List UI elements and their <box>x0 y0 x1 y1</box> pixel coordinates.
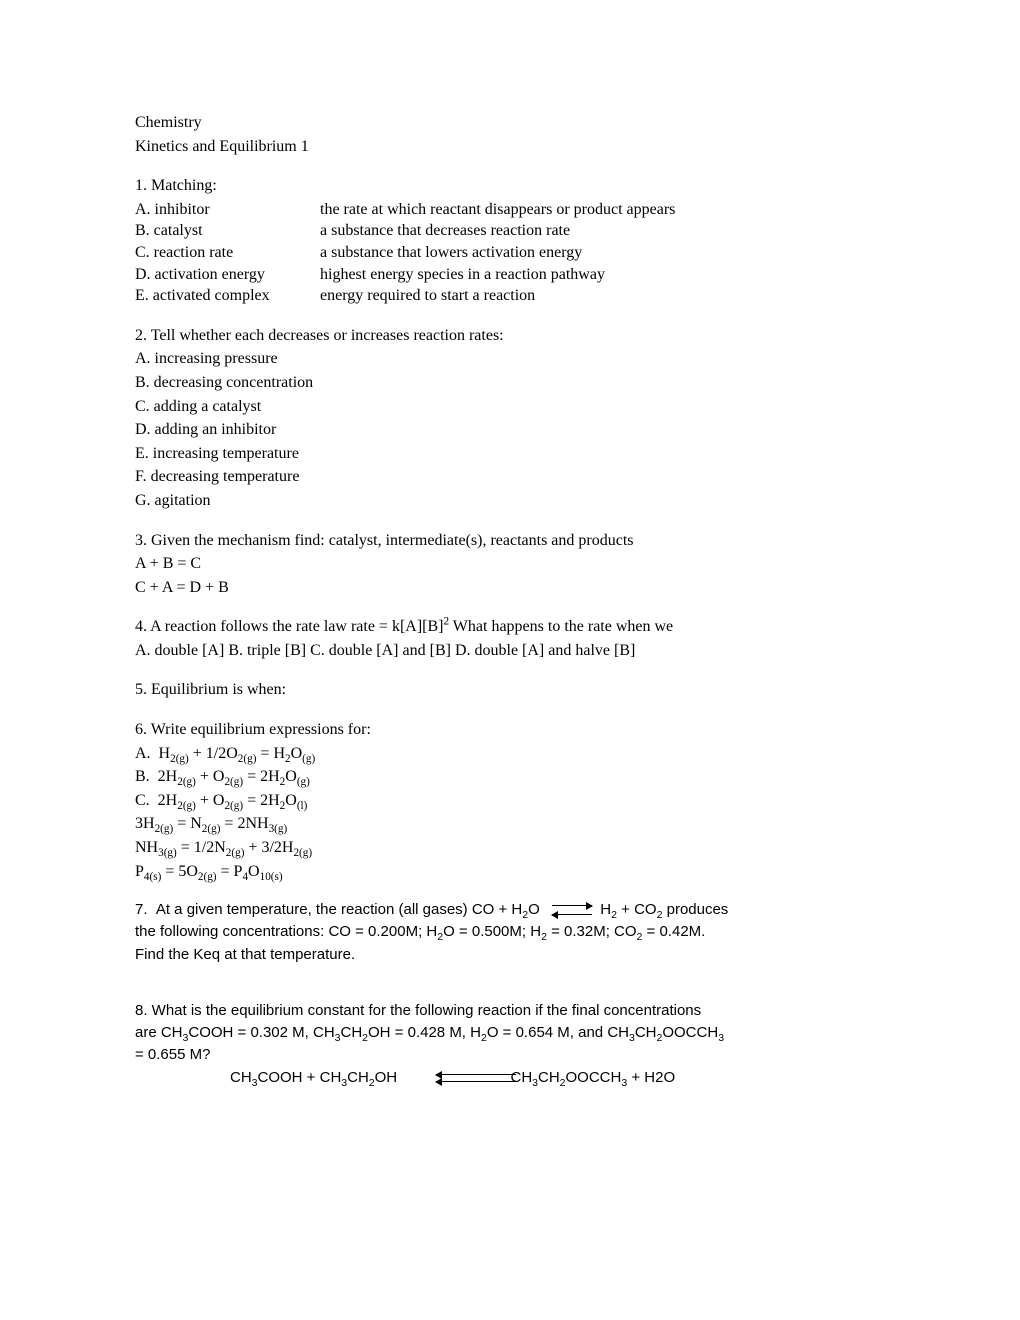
question-1: 1. Matching: A. inhibitor the rate at wh… <box>135 175 885 307</box>
q4-post: What happens to the rate when we <box>449 618 673 635</box>
equilibrium-arrow-icon <box>552 903 592 917</box>
q6-item-a: A. H2(g) + 1/2O2(g) = H2O(g) <box>135 743 885 765</box>
question-2: 2. Tell whether each decreases or increa… <box>135 325 885 512</box>
q8-line3: = 0.655 M? <box>135 1045 885 1065</box>
spacer <box>135 983 885 1001</box>
document-page: Chemistry Kinetics and Equilibrium 1 1. … <box>0 0 1020 1166</box>
q1-row-right: highest energy species in a reaction pat… <box>320 264 885 286</box>
q6-item-c: C. 2H2(g) + O2(g) = 2H2O(l) <box>135 790 885 812</box>
q8-line1: 8. What is the equilibrium constant for … <box>135 1001 885 1021</box>
q6-item-f: P4(s) = 5O2(g) = P4O10(s) <box>135 861 885 883</box>
question-6: 6. Write equilibrium expressions for: A.… <box>135 719 885 882</box>
q1-row: E. activated complex energy required to … <box>135 285 885 307</box>
q1-row-left: A. inhibitor <box>135 199 320 221</box>
q1-row-left: E. activated complex <box>135 285 320 307</box>
q1-row: C. reaction rate a substance that lowers… <box>135 242 885 264</box>
q6-item-b: B. 2H2(g) + O2(g) = 2H2O(g) <box>135 766 885 788</box>
q8-line2: are CH3COOH = 0.302 M, CH3CH2OH = 0.428 … <box>135 1023 885 1043</box>
q6-item-d: 3H2(g) = N2(g) = 2NH3(g) <box>135 813 885 835</box>
q2-item: F. decreasing temperature <box>135 466 885 488</box>
q1-row: B. catalyst a substance that decreases r… <box>135 220 885 242</box>
q2-item: E. increasing temperature <box>135 443 885 465</box>
q2-item: C. adding a catalyst <box>135 396 885 418</box>
question-5: 5. Equilibrium is when: <box>135 679 885 701</box>
q4-line2: A. double [A] B. triple [B] C. double [A… <box>135 640 885 662</box>
q1-row: A. inhibitor the rate at which reactant … <box>135 199 885 221</box>
header-block: Chemistry Kinetics and Equilibrium 1 <box>135 112 885 157</box>
q1-row-right: a substance that decreases reaction rate <box>320 220 885 242</box>
q2-item: G. agitation <box>135 490 885 512</box>
q2-item: A. increasing pressure <box>135 348 885 370</box>
equilibrium-arrow-icon <box>436 1071 516 1085</box>
q2-item: B. decreasing concentration <box>135 372 885 394</box>
doc-subtitle: Kinetics and Equilibrium 1 <box>135 136 885 158</box>
q2-item: D. adding an inhibitor <box>135 419 885 441</box>
q7-line1: 7. At a given temperature, the reaction … <box>135 900 885 920</box>
q4-pre: 4. A reaction follows the rate law rate … <box>135 618 443 635</box>
q1-row-right: a substance that lowers activation energ… <box>320 242 885 264</box>
q1-row-right: the rate at which reactant disappears or… <box>320 199 885 221</box>
q1-row-left: D. activation energy <box>135 264 320 286</box>
q3-line: C + A = D + B <box>135 577 885 599</box>
q1-row-right: energy required to start a reaction <box>320 285 885 307</box>
question-8: 8. What is the equilibrium constant for … <box>135 1001 885 1088</box>
q1-prompt: 1. Matching: <box>135 175 885 197</box>
q2-prompt: 2. Tell whether each decreases or increa… <box>135 325 885 347</box>
q1-row-left: B. catalyst <box>135 220 320 242</box>
q3-line: A + B = C <box>135 553 885 575</box>
q6-prompt: 6. Write equilibrium expressions for: <box>135 719 885 741</box>
question-7: 7. At a given temperature, the reaction … <box>135 900 885 965</box>
q7-line3: Find the Keq at that temperature. <box>135 945 885 965</box>
doc-title: Chemistry <box>135 112 885 134</box>
question-3: 3. Given the mechanism find: catalyst, i… <box>135 530 885 599</box>
q8-equation: CH3COOH + CH3CH2OH CH3CH2OOCCH3 + H2O <box>135 1068 885 1088</box>
q1-row-left: C. reaction rate <box>135 242 320 264</box>
q4-line1: 4. A reaction follows the rate law rate … <box>135 616 885 638</box>
q5-prompt: 5. Equilibrium is when: <box>135 679 885 701</box>
q3-prompt: 3. Given the mechanism find: catalyst, i… <box>135 530 885 552</box>
q1-row: D. activation energy highest energy spec… <box>135 264 885 286</box>
question-4: 4. A reaction follows the rate law rate … <box>135 616 885 661</box>
q8-eq-right: CH3CH2OOCCH3 + H2O <box>510 1069 675 1086</box>
q7-line2: the following concentrations: CO = 0.200… <box>135 922 885 942</box>
q6-item-e: NH3(g) = 1/2N2(g) + 3/2H2(g) <box>135 837 885 859</box>
